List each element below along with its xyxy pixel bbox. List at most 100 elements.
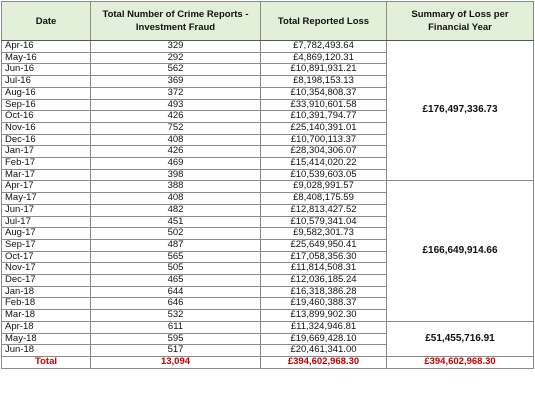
cell-date: Jul-17 bbox=[1, 215, 91, 229]
cell-crime-reports: 502 bbox=[90, 227, 261, 240]
table-row: Dec-17 465 £12,036,185.24 bbox=[1, 274, 534, 287]
cell-date: Mar-17 bbox=[1, 168, 91, 182]
table-row: Dec-16 408 £10,700,113.37 bbox=[1, 133, 534, 147]
cell-date: May-17 bbox=[1, 192, 91, 205]
cell-reported-loss: £11,324,946.81 bbox=[260, 320, 387, 334]
cell-date: Nov-16 bbox=[1, 121, 91, 135]
table-row: Jun-16 562 £10,891,931.21 bbox=[1, 63, 534, 77]
cell-reported-loss: £4,869,120.31 bbox=[260, 51, 387, 65]
cell-date: Sep-17 bbox=[1, 238, 91, 252]
cell-reported-loss: £10,891,931.21 bbox=[260, 63, 387, 77]
table-row: Feb-18 646 £19,460,388.37 bbox=[1, 297, 534, 311]
table-header: Date Total Number of Crime Reports - Inv… bbox=[1, 1, 534, 41]
cell-crime-reports: 369 bbox=[90, 75, 261, 88]
total-summary-loss: £394,602,968.30 bbox=[386, 355, 534, 369]
cell-crime-reports: 752 bbox=[90, 121, 261, 135]
cell-crime-reports: 493 bbox=[90, 98, 261, 112]
total-reported-loss: £394,602,968.30 bbox=[260, 355, 387, 369]
cell-crime-reports: 562 bbox=[90, 63, 261, 77]
cell-reported-loss: £17,058,356.30 bbox=[260, 250, 387, 264]
cell-reported-loss: £13,899,902.30 bbox=[260, 309, 387, 322]
cell-reported-loss: £10,579,341.04 bbox=[260, 215, 387, 229]
cell-date: Feb-18 bbox=[1, 297, 91, 311]
cell-crime-reports: 408 bbox=[90, 133, 261, 147]
cell-date: Jun-16 bbox=[1, 63, 91, 77]
cell-date: Jun-17 bbox=[1, 203, 91, 217]
header-crime-reports: Total Number of Crime Reports - Investme… bbox=[90, 1, 261, 41]
table-row: May-16 292 £4,869,120.31 bbox=[1, 51, 534, 65]
table-row: Jun-17 482 £12,813,427.52 bbox=[1, 203, 534, 217]
cell-date: Jan-17 bbox=[1, 145, 91, 159]
header-total-loss: Total Reported Loss bbox=[260, 1, 387, 41]
table-row: Nov-17 505 £11,814,508.31 bbox=[1, 262, 534, 276]
total-row: Total 13,094 £394,602,968.30 £394,602,968.3… bbox=[1, 355, 534, 369]
cell-reported-loss: £20,461,341.00 bbox=[260, 344, 387, 357]
header-row: Date Total Number of Crime Reports - Inv… bbox=[1, 1, 534, 41]
cell-reported-loss: £16,318,386.28 bbox=[260, 285, 387, 299]
cell-crime-reports: 611 bbox=[90, 320, 261, 334]
table-row: Aug-16 372 £10,354,808.37 bbox=[1, 86, 534, 100]
header-date: Date bbox=[1, 1, 91, 41]
cell-reported-loss: £10,700,113.37 bbox=[260, 133, 387, 147]
cell-date: Oct-16 bbox=[1, 110, 91, 123]
table-row: Jul-17 451 £10,579,341.04 bbox=[1, 215, 534, 229]
cell-date: Dec-17 bbox=[1, 274, 91, 287]
table-row: May-17 408 £8,408,175.59 bbox=[1, 192, 534, 205]
cell-reported-loss: £12,036,185.24 bbox=[260, 274, 387, 287]
cell-crime-reports: 465 bbox=[90, 274, 261, 287]
table-row: Feb-17 469 £15,414,020.22 bbox=[1, 157, 534, 170]
cell-reported-loss: £8,198,153.13 bbox=[260, 75, 387, 88]
cell-crime-reports: 469 bbox=[90, 157, 261, 170]
cell-reported-loss: £7,782,493.64 bbox=[260, 40, 387, 53]
cell-year-summary: £51,455,716.91 bbox=[386, 320, 534, 357]
table-body: Apr-16 329 £7,782,493.64 £176,497,336.73 May… bbox=[1, 39, 534, 369]
cell-date: Jun-18 bbox=[1, 344, 91, 357]
cell-date: May-18 bbox=[1, 332, 91, 346]
cell-reported-loss: £19,460,388.37 bbox=[260, 297, 387, 311]
cell-date: Nov-17 bbox=[1, 262, 91, 276]
cell-reported-loss: £12,813,427.52 bbox=[260, 203, 387, 217]
cell-crime-reports: 426 bbox=[90, 145, 261, 159]
cell-reported-loss: £19,669,428.10 bbox=[260, 332, 387, 346]
cell-crime-reports: 426 bbox=[90, 110, 261, 123]
cell-date: Aug-16 bbox=[1, 86, 91, 100]
cell-reported-loss: £33,910,601.58 bbox=[260, 98, 387, 112]
cell-crime-reports: 329 bbox=[90, 40, 261, 53]
cell-reported-loss: £25,140,391.01 bbox=[260, 121, 387, 135]
cell-reported-loss: £28,304,306.07 bbox=[260, 145, 387, 159]
cell-crime-reports: 482 bbox=[90, 203, 261, 217]
cell-date: Sep-16 bbox=[1, 98, 91, 112]
cell-year-summary: £166,649,914.66 bbox=[386, 180, 534, 322]
cell-reported-loss: £10,539,603.05 bbox=[260, 168, 387, 182]
cell-crime-reports: 595 bbox=[90, 332, 261, 346]
table-row: Jan-18 644 £16,318,386.28 bbox=[1, 285, 534, 299]
cell-crime-reports: 532 bbox=[90, 309, 261, 322]
cell-reported-loss: £8,408,175.59 bbox=[260, 192, 387, 205]
cell-date: Feb-17 bbox=[1, 157, 91, 170]
cell-reported-loss: £11,814,508.31 bbox=[260, 262, 387, 276]
cell-crime-reports: 487 bbox=[90, 238, 261, 252]
cell-crime-reports: 408 bbox=[90, 192, 261, 205]
cell-date: Aug-17 bbox=[1, 227, 91, 240]
table-row: Apr-17 388 £9,028,991.57 £166,649,914.66 bbox=[1, 180, 534, 322]
cell-crime-reports: 292 bbox=[90, 51, 261, 65]
cell-date: Jul-16 bbox=[1, 75, 91, 88]
cell-crime-reports: 372 bbox=[90, 86, 261, 100]
cell-crime-reports: 388 bbox=[90, 180, 261, 194]
cell-date: Oct-17 bbox=[1, 250, 91, 264]
cell-reported-loss: £10,391,794.77 bbox=[260, 110, 387, 123]
cell-date: Apr-16 bbox=[1, 40, 91, 53]
cell-date: Apr-18 bbox=[1, 320, 91, 334]
cell-year-summary: £176,497,336.73 bbox=[386, 39, 534, 182]
total-crime-reports: 13,094 bbox=[90, 355, 261, 369]
cell-date: Jan-18 bbox=[1, 285, 91, 299]
cell-date: May-16 bbox=[1, 51, 91, 65]
cell-date: Apr-17 bbox=[1, 180, 91, 194]
table-row: Oct-16 426 £10,391,794.77 bbox=[1, 110, 534, 123]
cell-crime-reports: 517 bbox=[90, 344, 261, 357]
table-row: Sep-17 487 £25,649,950.41 bbox=[1, 238, 534, 252]
investment-fraud-table: Date Total Number of Crime Reports - Inv… bbox=[1, 1, 534, 369]
cell-date: Dec-16 bbox=[1, 133, 91, 147]
table-row: Apr-16 329 £7,782,493.64 £176,497,336.73 bbox=[1, 39, 534, 182]
cell-crime-reports: 565 bbox=[90, 250, 261, 264]
